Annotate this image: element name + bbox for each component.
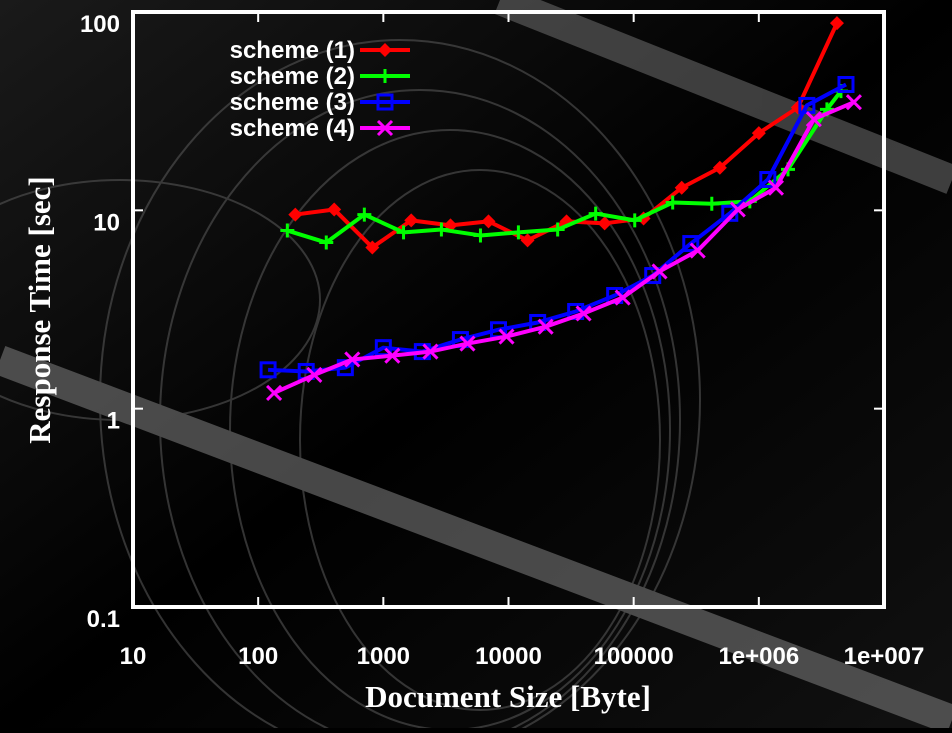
x-tick-label: 1e+007 (844, 643, 925, 670)
x-tick-label: 1e+006 (718, 643, 799, 670)
chart: Document Size [Byte] Response Time [sec]… (0, 0, 952, 728)
y-tick-label: 1 (107, 408, 120, 435)
legend-label: scheme (1) (230, 37, 355, 64)
x-tick-label: 10 (120, 643, 147, 670)
x-tick-label: 100 (238, 643, 278, 670)
legend-label: scheme (2) (230, 63, 355, 90)
y-tick-label: 0.1 (87, 606, 120, 633)
x-tick-label: 1000 (357, 643, 410, 670)
y-tick-label: 10 (93, 209, 120, 236)
y-axis-title: Response Time [sec] (22, 176, 57, 444)
y-tick-label: 100 (80, 11, 120, 38)
legend-label: scheme (4) (230, 115, 355, 142)
x-axis-title: Document Size [Byte] (365, 679, 651, 714)
legend-label: scheme (3) (230, 89, 355, 116)
x-tick-label: 100000 (594, 643, 674, 670)
x-tick-label: 10000 (475, 643, 542, 670)
